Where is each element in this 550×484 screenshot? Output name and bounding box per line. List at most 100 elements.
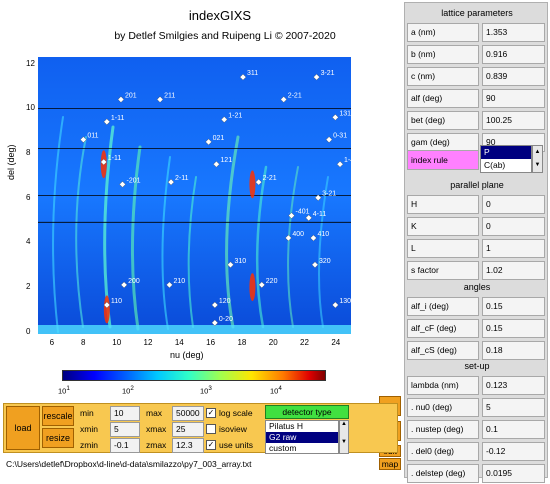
reflection-label: 1-4 xyxy=(344,157,351,164)
reflection-label: 311 xyxy=(247,70,258,77)
reflection-marker: 011 xyxy=(80,133,99,143)
reflection-marker: 400 xyxy=(285,231,304,242)
colorbar-label-3: 103 xyxy=(200,385,212,396)
detector-option[interactable]: custom xyxy=(269,443,297,453)
reflection-label: 410 xyxy=(317,231,329,238)
parallel-input[interactable]: 0 xyxy=(482,217,545,236)
lattice-label: c (nm) xyxy=(407,67,479,86)
lattice-row: bet (deg) 100.25 xyxy=(407,111,547,130)
reflection-label: 131 xyxy=(339,110,351,117)
y-tick-label: 10 xyxy=(26,103,35,113)
reflection-marker: 220 xyxy=(258,278,278,289)
colorbar-label-4: 104 xyxy=(270,385,282,396)
lattice-input[interactable]: 1.353 xyxy=(482,23,545,42)
setup-input[interactable]: 0.1 xyxy=(482,420,545,439)
detector-type-label: detector type xyxy=(265,405,349,419)
reflection-diamond xyxy=(258,281,266,289)
parallel-input[interactable]: 1.02 xyxy=(482,261,545,280)
min-input[interactable]: 10 xyxy=(110,406,140,421)
detector-option[interactable]: Pilatus H xyxy=(269,421,304,431)
index-rule-list[interactable]: P C(ab) xyxy=(480,145,532,173)
parallel-label: K xyxy=(407,217,479,236)
reflection-diamond xyxy=(332,114,339,121)
xmax-input[interactable]: 25 xyxy=(172,422,204,437)
reflection-marker: -201 xyxy=(119,177,141,188)
lattice-input[interactable]: 0.916 xyxy=(482,45,545,64)
parallel-header: parallel plane xyxy=(450,180,504,190)
reflection-marker: 1-21 xyxy=(220,113,242,123)
lattice-input[interactable]: 90 xyxy=(482,89,545,108)
y-tick-label: 8 xyxy=(26,148,31,158)
reflection-diamond xyxy=(227,261,234,269)
reflection-marker: 410 xyxy=(310,231,329,242)
reflection-marker: 110 xyxy=(103,298,122,309)
reflection-diamond xyxy=(120,281,128,289)
max-input[interactable]: 50000 xyxy=(172,406,204,421)
reflection-label: 120 xyxy=(219,298,231,305)
reflection-label: 0-20 xyxy=(219,316,233,323)
setup-input[interactable]: 0.0195 xyxy=(482,464,545,483)
reflection-label: 0-31 xyxy=(333,133,347,140)
diffraction-arcs xyxy=(52,116,329,333)
lattice-input[interactable]: 100.25 xyxy=(482,111,545,130)
scroll-down-icon[interactable]: ▼ xyxy=(534,162,541,168)
scroll-down-icon[interactable]: ▼ xyxy=(341,439,347,445)
isoview-checkbox[interactable] xyxy=(206,424,216,434)
detector-list-scrollbar[interactable]: ▲ ▼ xyxy=(339,420,349,454)
reflection-label: 200 xyxy=(128,278,140,285)
detector-image-plot[interactable]: 311 3-21 201 211 2-21 1-11 1-21 131 011 021 0-31 1-… xyxy=(38,57,351,334)
scroll-up-icon[interactable]: ▲ xyxy=(534,149,541,155)
reflection-diamond xyxy=(156,96,164,103)
reflection-diamond xyxy=(103,118,111,126)
xmin-input[interactable]: 5 xyxy=(110,422,140,437)
index-rule-option[interactable]: C(ab) xyxy=(484,160,506,170)
reflection-label: 220 xyxy=(266,278,278,285)
lattice-row: alf (deg) 90 xyxy=(407,89,547,108)
zmax-input[interactable]: 12.3 xyxy=(172,438,204,453)
reflection-marker: 2-11 xyxy=(167,175,189,186)
lattice-label: bet (deg) xyxy=(407,111,479,130)
reflection-label: 400 xyxy=(292,231,304,238)
detector-option-selected[interactable]: G2 raw xyxy=(266,432,338,443)
rescale-button[interactable]: rescale xyxy=(42,406,74,426)
load-button[interactable]: load xyxy=(6,406,40,450)
reflection-label: 011 xyxy=(87,133,98,140)
angle-input[interactable]: 0.15 xyxy=(482,319,545,338)
use-units-checkbox[interactable]: ✓ xyxy=(206,440,216,450)
index-rule-scrollbar[interactable]: ▲ ▼ xyxy=(532,145,543,173)
parameter-panel: lattice parameters a (nm) 1.353 b (nm) 0.91… xyxy=(404,2,548,483)
reflection-diamond xyxy=(314,194,322,202)
file-path: C:\Users\detlef\Dropbox\d-line\d-data\sm… xyxy=(6,459,252,469)
reflection-marker: 021 xyxy=(205,135,225,146)
detector-type-list[interactable]: Pilatus H G2 raw custom xyxy=(265,420,339,454)
reflection-label: 2-21 xyxy=(263,175,277,182)
setup-input[interactable]: 5 xyxy=(482,398,545,417)
reflection-marker: 130 xyxy=(332,298,351,309)
app-subtitle: by Detlef Smilgies and Ruipeng Li © 2007… xyxy=(114,30,336,42)
resize-button[interactable]: resize xyxy=(42,428,74,448)
reflection-diamond xyxy=(288,212,295,219)
lattice-input[interactable]: 0.839 xyxy=(482,67,545,86)
map-button[interactable]: map xyxy=(379,458,401,470)
parallel-input[interactable]: 0 xyxy=(482,195,545,214)
setup-header: set-up xyxy=(464,361,490,371)
index-rule-option-selected[interactable]: P xyxy=(481,146,531,159)
reflection-marker: 131 xyxy=(332,110,351,121)
lattice-row: b (nm) 0.916 xyxy=(407,45,547,64)
scroll-up-icon[interactable]: ▲ xyxy=(341,421,347,427)
reflection-diamond xyxy=(332,301,339,309)
setup-input[interactable]: -0.12 xyxy=(482,442,545,461)
angle-input[interactable]: 0.15 xyxy=(482,297,545,316)
zmin-input[interactable]: -0.1 xyxy=(110,438,140,453)
log-scale-checkbox[interactable]: ✓ xyxy=(206,408,216,418)
setup-input[interactable]: 0.123 xyxy=(482,376,545,395)
reflection-diamond xyxy=(305,214,313,222)
angle-input[interactable]: 0.18 xyxy=(482,341,545,360)
reflection-label: 2-11 xyxy=(175,175,189,182)
x-tick-label: 22 xyxy=(300,338,309,347)
parallel-input[interactable]: 1 xyxy=(482,239,545,258)
reflection-label: -401 xyxy=(296,209,310,216)
x-tick-label: 8 xyxy=(80,338,86,347)
reflection-label: 021 xyxy=(213,135,225,142)
